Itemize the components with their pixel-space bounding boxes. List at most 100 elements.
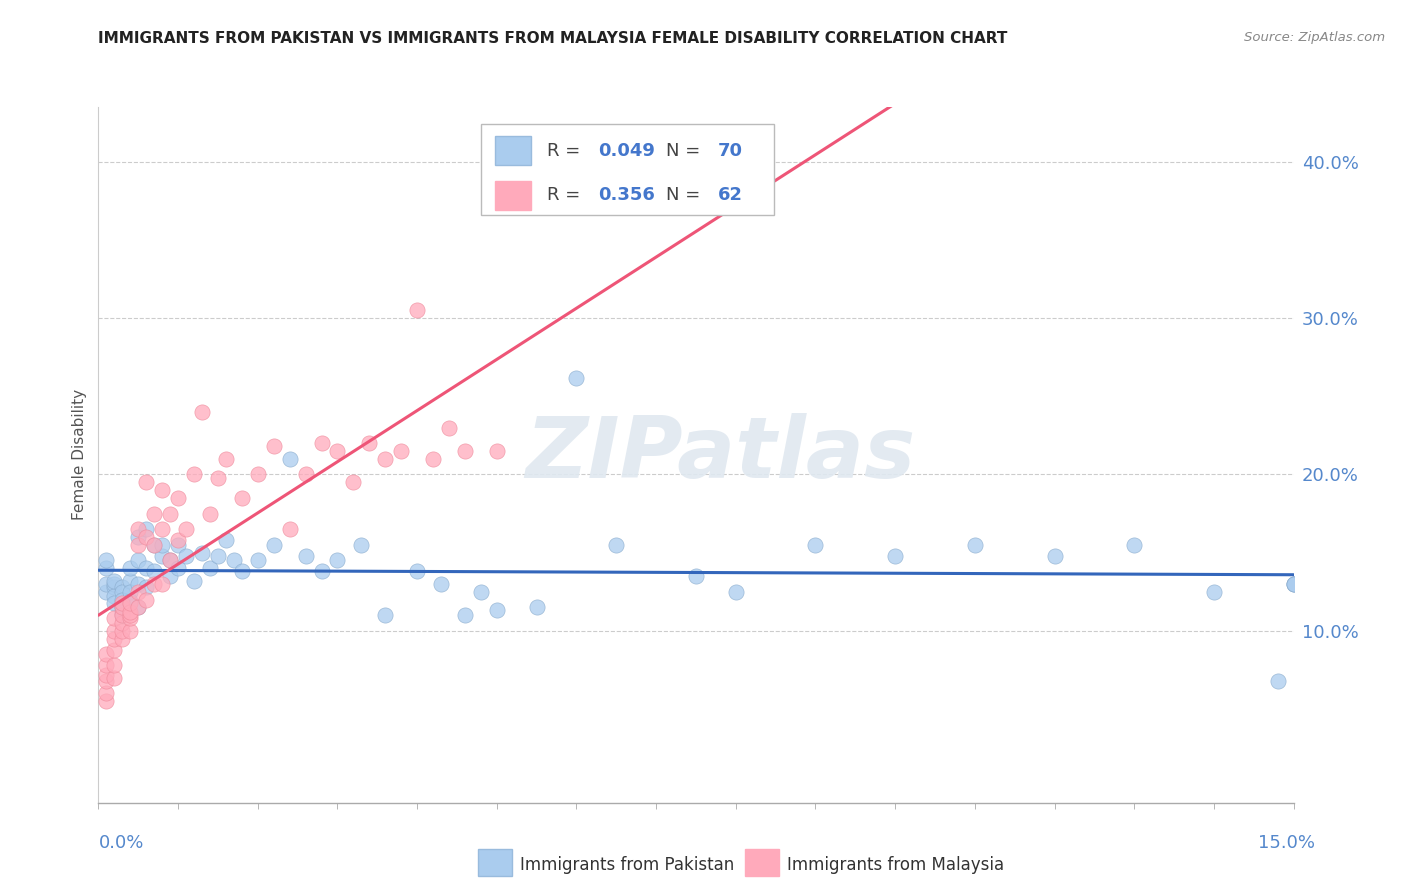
Point xyxy=(804,538,827,552)
Point xyxy=(127,553,149,567)
Point xyxy=(278,451,301,466)
Point xyxy=(150,577,173,591)
Point xyxy=(198,561,221,575)
Point xyxy=(96,577,118,591)
Point xyxy=(111,592,134,607)
Text: 0.049: 0.049 xyxy=(598,142,655,160)
Point xyxy=(454,608,477,623)
Point xyxy=(103,611,125,625)
Point xyxy=(207,549,229,563)
Point xyxy=(485,603,508,617)
Point xyxy=(111,624,134,638)
Point xyxy=(565,370,588,384)
Point xyxy=(150,522,173,536)
Point xyxy=(374,608,396,623)
Point xyxy=(1282,577,1305,591)
Point xyxy=(120,608,142,623)
Point xyxy=(103,658,125,673)
Point xyxy=(359,436,381,450)
Point xyxy=(159,569,181,583)
Point xyxy=(183,574,205,588)
Point xyxy=(311,436,333,450)
Point xyxy=(294,549,316,563)
Text: Immigrants from Malaysia: Immigrants from Malaysia xyxy=(787,856,1004,874)
Point xyxy=(174,522,197,536)
Point xyxy=(724,584,747,599)
Point xyxy=(143,538,166,552)
Point xyxy=(167,561,190,575)
Point xyxy=(135,561,157,575)
Point xyxy=(120,594,142,608)
Point xyxy=(120,561,142,575)
Text: R =: R = xyxy=(547,142,585,160)
Point xyxy=(111,580,134,594)
Point xyxy=(294,467,316,482)
Point xyxy=(159,553,181,567)
Point xyxy=(127,530,149,544)
Point xyxy=(167,538,190,552)
Text: R =: R = xyxy=(547,186,585,204)
Point xyxy=(103,590,125,604)
Point xyxy=(127,600,149,615)
Point xyxy=(135,475,157,490)
Point xyxy=(120,574,142,588)
Point xyxy=(326,444,349,458)
Point xyxy=(263,538,285,552)
Point xyxy=(143,577,166,591)
Point xyxy=(120,624,142,638)
Point xyxy=(470,584,492,599)
Point xyxy=(143,507,166,521)
Text: N =: N = xyxy=(666,142,706,160)
Text: 62: 62 xyxy=(717,186,742,204)
FancyBboxPatch shape xyxy=(495,136,531,166)
Point xyxy=(111,632,134,646)
Point xyxy=(485,444,508,458)
Point xyxy=(191,405,214,419)
Point xyxy=(406,565,429,579)
FancyBboxPatch shape xyxy=(481,124,773,215)
Point xyxy=(406,303,429,318)
Point xyxy=(198,507,221,521)
Point xyxy=(127,584,149,599)
Point xyxy=(215,451,238,466)
Text: 15.0%: 15.0% xyxy=(1257,834,1315,852)
Point xyxy=(150,483,173,497)
Point xyxy=(96,673,118,688)
Point xyxy=(326,553,349,567)
Point xyxy=(350,538,373,552)
Point xyxy=(111,600,134,615)
Point xyxy=(231,565,253,579)
Text: 0.356: 0.356 xyxy=(598,186,655,204)
Point xyxy=(183,467,205,482)
Point xyxy=(1282,577,1305,591)
Point xyxy=(430,577,453,591)
Point xyxy=(96,584,118,599)
Point xyxy=(111,615,134,630)
Point xyxy=(120,584,142,599)
Point xyxy=(127,577,149,591)
Point xyxy=(1202,584,1225,599)
Text: IMMIGRANTS FROM PAKISTAN VS IMMIGRANTS FROM MALAYSIA FEMALE DISABILITY CORRELATI: IMMIGRANTS FROM PAKISTAN VS IMMIGRANTS F… xyxy=(98,31,1008,46)
Point xyxy=(103,624,125,638)
Point xyxy=(222,553,245,567)
Point xyxy=(111,605,134,619)
Point xyxy=(96,694,118,708)
Point xyxy=(437,420,460,434)
Point xyxy=(246,553,269,567)
Point xyxy=(278,522,301,536)
Point xyxy=(96,647,118,661)
Text: Immigrants from Pakistan: Immigrants from Pakistan xyxy=(520,856,734,874)
FancyBboxPatch shape xyxy=(495,181,531,210)
Point xyxy=(127,538,149,552)
Point xyxy=(1267,673,1289,688)
Y-axis label: Female Disability: Female Disability xyxy=(72,389,87,521)
Point xyxy=(422,451,444,466)
Point xyxy=(111,600,134,615)
Point xyxy=(96,658,118,673)
Point xyxy=(103,574,125,588)
Point xyxy=(167,533,190,548)
Point xyxy=(342,475,364,490)
Point xyxy=(111,608,134,623)
Text: 70: 70 xyxy=(717,142,742,160)
Point xyxy=(96,553,118,567)
